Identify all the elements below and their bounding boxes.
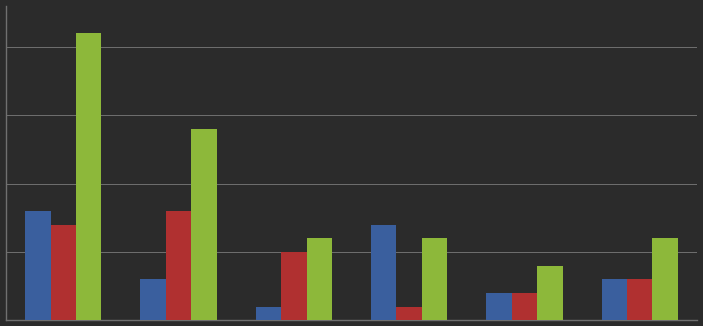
Bar [191, 129, 217, 320]
Bar [652, 238, 678, 320]
Bar [602, 279, 627, 320]
Bar [307, 238, 332, 320]
Bar [537, 266, 562, 320]
Bar [486, 293, 512, 320]
Bar [512, 293, 537, 320]
Bar [76, 33, 101, 320]
Bar [166, 211, 191, 320]
Bar [371, 225, 396, 320]
Bar [422, 238, 447, 320]
Bar [25, 211, 51, 320]
Bar [141, 279, 166, 320]
Bar [396, 307, 422, 320]
Bar [627, 279, 652, 320]
Bar [281, 252, 307, 320]
Bar [51, 225, 76, 320]
Bar [256, 307, 281, 320]
